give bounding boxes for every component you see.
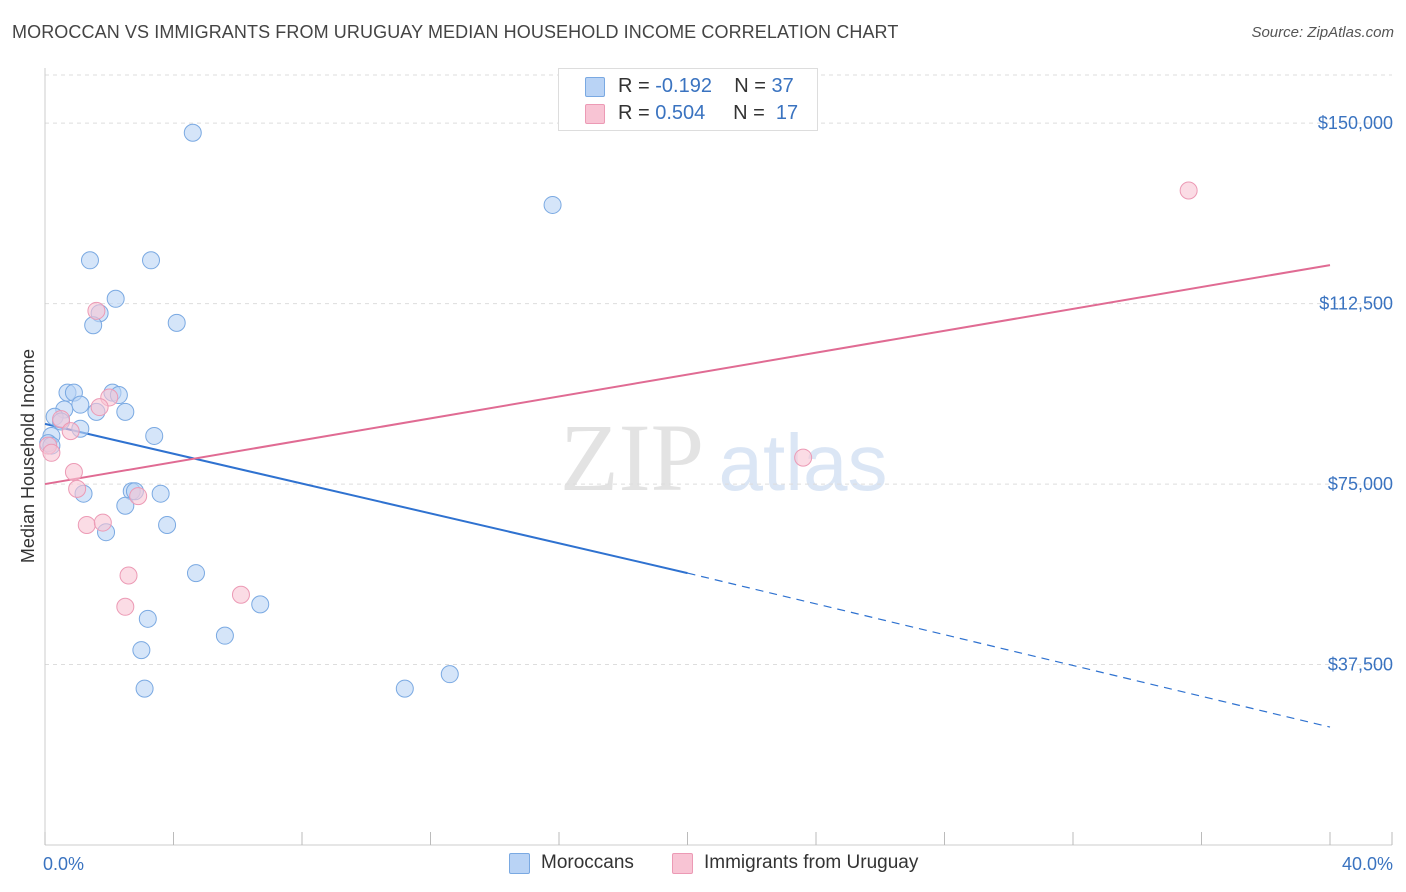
point-uruguay	[93, 513, 112, 532]
source-credit: Source: ZipAtlas.com	[1251, 24, 1394, 41]
point-moroccans	[116, 402, 135, 421]
data-points	[39, 123, 1198, 698]
x-tick-label: 0.0%	[43, 854, 84, 874]
point-moroccans	[142, 251, 161, 270]
bottom-legend-swatch-pink	[672, 853, 693, 874]
watermark: ZIP atlas	[560, 404, 887, 511]
trend-line-moroccans	[44, 422, 688, 575]
legend-r-value: 0.504	[655, 102, 706, 124]
x-tick-label: 40.0%	[1342, 854, 1393, 874]
legend-swatch-blue	[585, 77, 605, 97]
point-moroccans	[186, 564, 205, 583]
point-uruguay	[64, 463, 83, 482]
point-uruguay	[119, 566, 138, 585]
point-uruguay	[68, 479, 87, 498]
point-uruguay	[231, 585, 250, 604]
legend-n-value: 37	[771, 75, 794, 97]
legend-r-label: R =	[618, 75, 650, 97]
tick-labels: $37,500 $75,000 $112,500 $150,000 0.0% 40.0%	[43, 113, 1393, 874]
legend-r-label: R =	[618, 102, 650, 124]
point-uruguay	[116, 597, 135, 616]
legend-n-label: N =	[734, 75, 766, 97]
point-moroccans	[167, 313, 186, 332]
y-tick-label: $112,500	[1319, 294, 1393, 314]
legend-n-label: N =	[733, 102, 765, 124]
y-axis-label: Median Household Income	[18, 349, 38, 563]
trend-line-uruguay	[44, 264, 1331, 486]
point-moroccans	[138, 609, 157, 628]
point-uruguay	[52, 410, 71, 429]
point-moroccans	[251, 595, 270, 614]
bottom-legend-swatch-blue	[509, 853, 530, 874]
watermark-zip: ZIP	[560, 404, 704, 511]
bottom-legend-label: Immigrants from Uruguay	[704, 852, 919, 873]
point-moroccans	[215, 626, 234, 645]
point-uruguay	[129, 487, 148, 506]
bottom-legend-label: Moroccans	[541, 852, 634, 873]
point-moroccans	[132, 641, 151, 660]
point-uruguay	[90, 398, 109, 417]
chart-title: MOROCCAN VS IMMIGRANTS FROM URUGUAY MEDI…	[12, 22, 899, 42]
point-moroccans	[135, 679, 154, 698]
point-moroccans	[80, 251, 99, 270]
legend-n-value: 17	[775, 102, 799, 124]
point-uruguay	[794, 448, 813, 467]
point-uruguay	[87, 301, 106, 320]
point-uruguay	[42, 443, 61, 462]
point-moroccans	[158, 515, 177, 534]
stats-legend: R = -0.192 N = 37 R = 0.504 N = 17	[558, 68, 818, 131]
point-moroccans	[183, 123, 202, 142]
point-moroccans	[440, 665, 459, 684]
point-moroccans	[106, 289, 125, 308]
point-moroccans	[116, 496, 135, 515]
y-tick-label: $75,000	[1328, 474, 1393, 494]
point-moroccans	[395, 679, 414, 698]
point-uruguay	[1179, 181, 1198, 200]
point-uruguay	[77, 515, 96, 534]
legend-r-value: -0.192	[655, 75, 712, 97]
point-moroccans	[145, 426, 164, 445]
point-moroccans	[151, 484, 170, 503]
point-uruguay	[61, 422, 80, 441]
y-tick-label: $37,500	[1328, 655, 1393, 675]
trend-lines	[44, 264, 1331, 728]
point-moroccans	[71, 395, 90, 414]
point-moroccans	[543, 195, 562, 214]
y-tick-label: $150,000	[1318, 113, 1393, 133]
trend-line-moroccans-extrapolated	[687, 572, 1331, 728]
legend-swatch-pink	[585, 104, 605, 124]
